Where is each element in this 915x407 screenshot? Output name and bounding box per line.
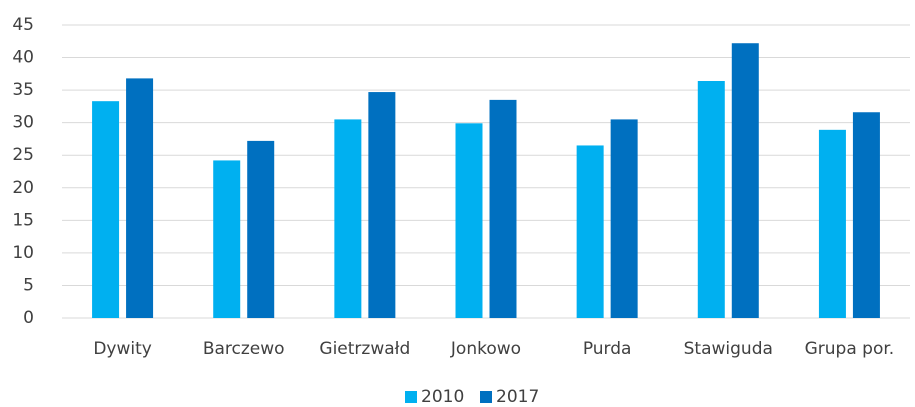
x-tick-label: Gietrzwałd <box>319 339 410 359</box>
bar <box>213 160 241 318</box>
bar <box>610 119 638 319</box>
y-tick-label: 20 <box>12 178 34 198</box>
y-tick-label: 35 <box>12 80 34 100</box>
bar <box>731 43 759 318</box>
bar <box>247 140 275 318</box>
bar <box>334 119 362 319</box>
bar <box>697 80 725 319</box>
legend-label: 2017 <box>496 387 539 407</box>
bar <box>576 145 604 318</box>
x-tick-label: Grupa por. <box>805 339 895 359</box>
y-tick-label: 30 <box>12 113 34 133</box>
y-tick-label: 0 <box>23 308 34 328</box>
bar <box>92 101 120 319</box>
y-tick-label: 45 <box>12 15 34 35</box>
x-tick-label: Dywity <box>93 339 152 359</box>
legend-swatch <box>480 391 492 403</box>
y-tick-label: 15 <box>12 210 34 230</box>
legend-swatch <box>405 391 417 403</box>
bar <box>455 123 483 318</box>
bar <box>852 112 880 318</box>
x-tick-label: Purda <box>583 339 632 359</box>
x-tick-label: Barczewo <box>203 339 285 359</box>
y-tick-label: 10 <box>12 243 34 263</box>
y-tick-label: 25 <box>12 145 34 165</box>
y-tick-label: 5 <box>23 275 34 295</box>
bar <box>489 99 517 318</box>
y-tick-label: 40 <box>12 48 34 68</box>
legend-label: 2010 <box>421 387 464 407</box>
x-tick-label: Jonkowo <box>450 339 521 359</box>
bar <box>368 92 396 318</box>
x-tick-label: Stawiguda <box>684 339 773 359</box>
bar <box>818 129 846 318</box>
bar <box>126 78 154 318</box>
